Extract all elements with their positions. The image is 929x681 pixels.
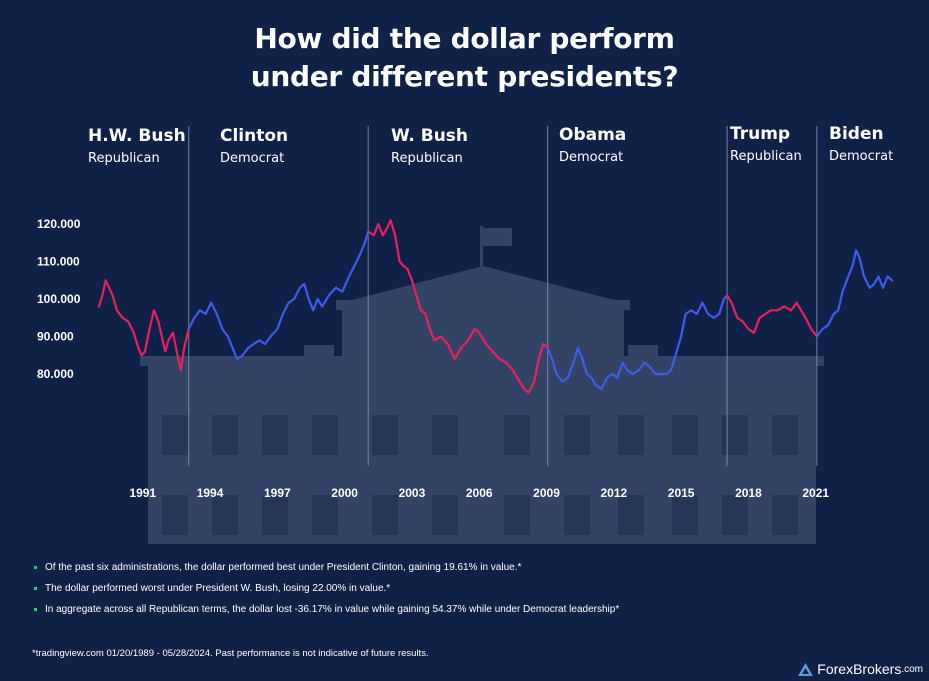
- y-tick-label: 80.000: [37, 367, 74, 381]
- president-party: Democrat: [220, 151, 284, 166]
- triangle-logo-icon: [798, 662, 814, 676]
- note-item: In aggregate across all Republican terms…: [32, 599, 892, 620]
- president-party: Democrat: [559, 150, 623, 165]
- president-name: Obama: [559, 125, 626, 145]
- x-tick-label: 2018: [735, 486, 762, 500]
- president-name: W. Bush: [391, 126, 468, 146]
- x-tick-label: 2021: [802, 486, 829, 500]
- president-name: Clinton: [220, 126, 288, 146]
- president-party: Democrat: [829, 149, 893, 164]
- note-item: The dollar performed worst under Preside…: [32, 578, 892, 599]
- y-tick-label: 100.000: [37, 292, 81, 306]
- x-tick-label: 2009: [533, 486, 560, 500]
- source-footnote: *tradingview.com 01/20/1989 - 05/28/2024…: [32, 648, 429, 659]
- president-name: Biden: [829, 124, 884, 144]
- chart-title: How did the dollar perform under differe…: [0, 20, 929, 96]
- x-tick-label: 1994: [197, 486, 224, 500]
- series-lines: [97, 219, 894, 394]
- y-tick-label: 90.000: [37, 330, 74, 344]
- title-line-1: How did the dollar perform: [254, 22, 675, 55]
- x-tick-label: 2003: [399, 486, 426, 500]
- note-item: Of the past six administrations, the dol…: [32, 557, 892, 578]
- x-tick-label: 1991: [129, 486, 156, 500]
- white-house-silhouette: [140, 226, 824, 544]
- notes-list: Of the past six administrations, the dol…: [32, 557, 892, 620]
- president-party: Republican: [88, 151, 160, 166]
- x-tick-label: 1997: [264, 486, 291, 500]
- x-tick-label: 2000: [331, 486, 358, 500]
- series-line-democrat: [815, 249, 894, 338]
- president-party: Republican: [730, 149, 802, 164]
- president-name: H.W. Bush: [88, 126, 186, 146]
- x-tick-label: 2012: [600, 486, 627, 500]
- y-axis: 120.000 110.000 100.000 90.000 80.000: [37, 217, 81, 381]
- title-line-2: under different presidents?: [250, 60, 679, 93]
- president-labels: H.W. Bush Republican Clinton Democrat W. Bus…: [88, 124, 893, 166]
- y-tick-label: 120.000: [37, 217, 81, 231]
- x-tick-label: 2006: [466, 486, 493, 500]
- x-axis: 1991 1994 1997 2000 2003 2006 2009 2012 2015 2018…: [129, 486, 829, 500]
- series-line-republican: [97, 279, 190, 372]
- y-tick-label: 110.000: [37, 255, 80, 269]
- brand-suffix: .com: [901, 663, 923, 675]
- series-line-democrat: [546, 294, 729, 391]
- brand-name: ForexBrokers: [817, 661, 902, 677]
- brand-logo: ForexBrokers .com: [798, 661, 923, 677]
- series-line-republican: [367, 219, 549, 394]
- president-name: Trump: [730, 124, 790, 144]
- series-line-republican: [726, 294, 818, 338]
- x-tick-label: 2015: [668, 486, 695, 500]
- series-line-democrat: [187, 230, 370, 361]
- president-party: Republican: [391, 151, 463, 166]
